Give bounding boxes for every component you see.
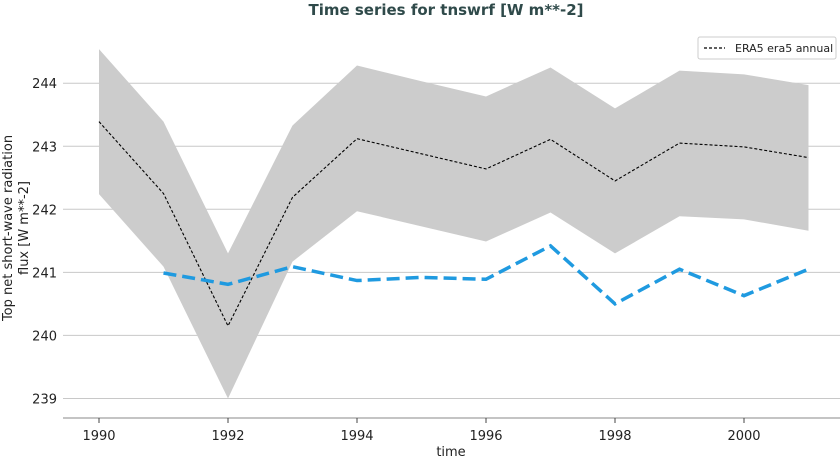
y-tick-label: 239 [32, 392, 57, 407]
y-axis-label: Top net short-wave radiation flux [W m**… [1, 135, 32, 322]
era5-spread-band [99, 49, 809, 399]
x-tick-label: 1994 [340, 429, 373, 444]
y-tick-label: 243 [32, 140, 57, 155]
y-tick-label: 242 [32, 203, 57, 218]
series-line-era5 [98, 121, 809, 328]
x-tick-label: 1990 [82, 429, 115, 444]
y-tick-label: 240 [32, 329, 57, 344]
legend: ERA5 era5 annual [697, 36, 837, 60]
y-axis-label-line-2: flux [W m**-2] [17, 181, 32, 275]
x-axis-label: time [436, 445, 465, 457]
legend-label-era5: ERA5 era5 annual [735, 42, 833, 55]
x-tick-label: 2000 [727, 429, 760, 444]
y-axis-label-line-1: Top net short-wave radiation [1, 135, 16, 322]
y-tick-label: 244 [32, 77, 57, 92]
chart-title: Time series for tnswrf [W m**-2] [308, 1, 583, 19]
x-tick-label: 1996 [469, 429, 502, 444]
legend-box [697, 36, 837, 60]
x-tick-label: 1998 [598, 429, 631, 444]
x-tick-label: 1992 [211, 429, 244, 444]
y-tick-label: 241 [32, 266, 57, 281]
